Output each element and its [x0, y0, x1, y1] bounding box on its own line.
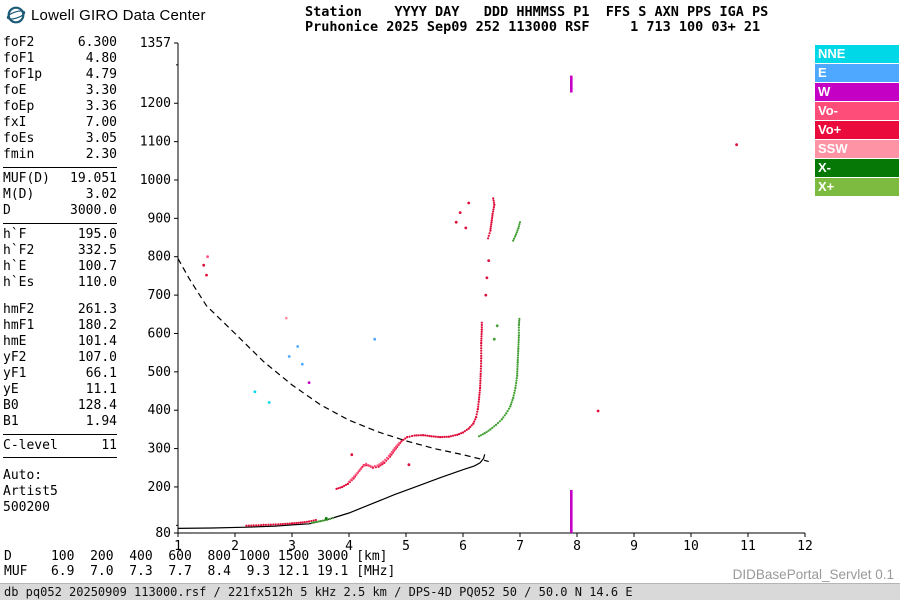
o-second-hop [487, 197, 496, 240]
svg-text:3: 3 [288, 539, 296, 554]
legend-item-w: W [815, 83, 899, 101]
svg-text:500: 500 [148, 365, 171, 380]
muf-transmission-curve [177, 258, 489, 463]
readout-yf2: yF2 107.0 [3, 350, 117, 365]
station-values-row: Pruhonice 2025 Sep09 252 113000 RSF 1 71… [305, 19, 761, 35]
muf-table: D 100 200 400 600 800 1000 1500 3000 [km… [4, 549, 395, 579]
readout-group-characteristic-frequencies: foF2 6.300 foF1 4.80 foF1p 4.79 foE 3.30 foEp 3.3… [3, 34, 117, 164]
profile-line [177, 454, 486, 529]
readout-group-confidence: C-level 11 [3, 434, 117, 458]
brand: Lowell GIRO Data Center [6, 5, 206, 25]
readout-hme: hmE 101.4 [3, 334, 117, 349]
svg-text:400: 400 [148, 403, 171, 418]
legend-item-e: E [815, 64, 899, 82]
svg-text:1357: 1357 [140, 36, 171, 51]
svg-text:1000: 1000 [140, 173, 171, 188]
legend: NNE E W Vo- Vo+ SSW X- X+ [815, 45, 899, 197]
scatter-echo-points [202, 143, 738, 520]
readout-d: D 3000.0 [3, 203, 117, 218]
readout-group-muf: MUF(D) 19.051 M(D) 3.02 D 3000.0 [3, 167, 117, 220]
svg-text:800: 800 [148, 250, 171, 265]
svg-text:8: 8 [573, 539, 581, 554]
polarization-bars [570, 75, 573, 533]
svg-text:600: 600 [148, 326, 171, 341]
svg-text:6: 6 [459, 539, 467, 554]
legend-item-x: X- [815, 159, 899, 177]
station-header-row: Station YYYY DAY DDD HHMMSS P1 FFS S AXN… [305, 4, 769, 20]
readout-h-e: h`E 100.7 [3, 259, 117, 274]
readout-artist5: Artist5 [3, 484, 58, 499]
legend-item-vo: Vo+ [815, 121, 899, 139]
muf-table-muf-row: MUF 6.9 7.0 7.3 7.7 8.4 9.3 12.1 19.1 [M… [4, 564, 396, 579]
svg-text:11: 11 [740, 539, 756, 554]
o-trace-f-doppler [347, 441, 401, 483]
readout-yf1: yF1 66.1 [3, 366, 117, 381]
readout-ye: yE 11.1 [3, 382, 117, 397]
x-trace-f [477, 317, 521, 438]
legend-item-vo: Vo- [815, 102, 899, 120]
readout-h-f2: h`F2 332.5 [3, 243, 117, 258]
readout-b1: B1 1.94 [3, 414, 117, 429]
svg-text:300: 300 [148, 442, 171, 457]
o-trace-f [335, 321, 483, 490]
svg-text:900: 900 [148, 211, 171, 226]
giro-logo-icon [6, 6, 26, 24]
x-second-hop [512, 221, 522, 242]
svg-text:200: 200 [148, 480, 171, 495]
svg-text:10: 10 [683, 539, 699, 554]
readout-group-auto: Auto: Artist5 500200 [3, 467, 117, 517]
readout-fof1p: foF1p 4.79 [3, 67, 117, 82]
status-text: db pq052 20250909 113000.rsf / 221fx512h… [4, 585, 633, 599]
svg-text:5: 5 [402, 539, 410, 554]
svg-text:1200: 1200 [140, 96, 171, 111]
readout-fof2: foF2 6.300 [3, 35, 117, 50]
readout-fmin: fmin 2.30 [3, 147, 117, 162]
readout-b0: B0 128.4 [3, 398, 117, 413]
legend-item-x: X+ [815, 178, 899, 196]
muf-table-d-row: D 100 200 400 600 800 1000 1500 3000 [km… [4, 549, 388, 564]
readout-m-d: M(D) 3.02 [3, 187, 117, 202]
svg-text:9: 9 [630, 539, 638, 554]
svg-text:700: 700 [148, 288, 171, 303]
readout-500200: 500200 [3, 500, 50, 515]
station-info: Station YYYY DAY DDD HHMMSS P1 FFS S AXN… [305, 5, 768, 35]
legend-item-nne: NNE [815, 45, 899, 63]
readout-group-virtual-heights: h`F 195.0 h`F2 332.5 h`E 100.7 h`Es 110.0 [3, 223, 117, 292]
ionogram-chart: 1357120011001000900800700600500400300200… [140, 36, 813, 554]
svg-text:1100: 1100 [140, 135, 171, 150]
readout-foe: foE 3.30 [3, 83, 117, 98]
svg-text:80: 80 [155, 526, 171, 541]
svg-text:12: 12 [797, 539, 813, 554]
readout-hmf1: hmF1 180.2 [3, 318, 117, 333]
svg-text:2: 2 [231, 539, 239, 554]
readout-h-f: h`F 195.0 [3, 227, 117, 242]
status-bar: db pq052 20250909 113000.rsf / 221fx512h… [0, 583, 900, 600]
servlet-version-label: DIDBasePortal_Servlet 0.1 [732, 567, 894, 582]
svg-text:1: 1 [174, 539, 182, 554]
readout-h-es: h`Es 110.0 [3, 275, 117, 290]
readout-group-layer-parameters: hmF2 261.3 hmF1 180.2 hmE 101.4 yF2 107.0 yF1 66.… [3, 301, 117, 431]
readout-auto: Auto: [3, 468, 43, 483]
axes: 1357120011001000900800700600500400300200… [140, 36, 813, 554]
readout-foes: foEs 3.05 [3, 131, 117, 146]
readout-fxi: fxI 7.00 [3, 115, 117, 130]
readout-foep: foEp 3.36 [3, 99, 117, 114]
readout-hmf2: hmF2 261.3 [3, 302, 117, 317]
readout-fof1: foF1 4.80 [3, 51, 117, 66]
x-trace-es [310, 516, 335, 524]
readout-muf-d: MUF(D) 19.051 [3, 171, 117, 186]
o-trace-es [245, 518, 317, 527]
readout-c-level: C-level 11 [3, 438, 117, 453]
svg-text:7: 7 [516, 539, 524, 554]
brand-title: Lowell GIRO Data Center [31, 6, 206, 24]
svg-text:4: 4 [345, 539, 353, 554]
legend-item-ssw: SSW [815, 140, 899, 158]
readout-panel: foF2 6.300 foF1 4.80 foF1p 4.79 foE 3.30 foEp 3.3… [3, 34, 117, 517]
